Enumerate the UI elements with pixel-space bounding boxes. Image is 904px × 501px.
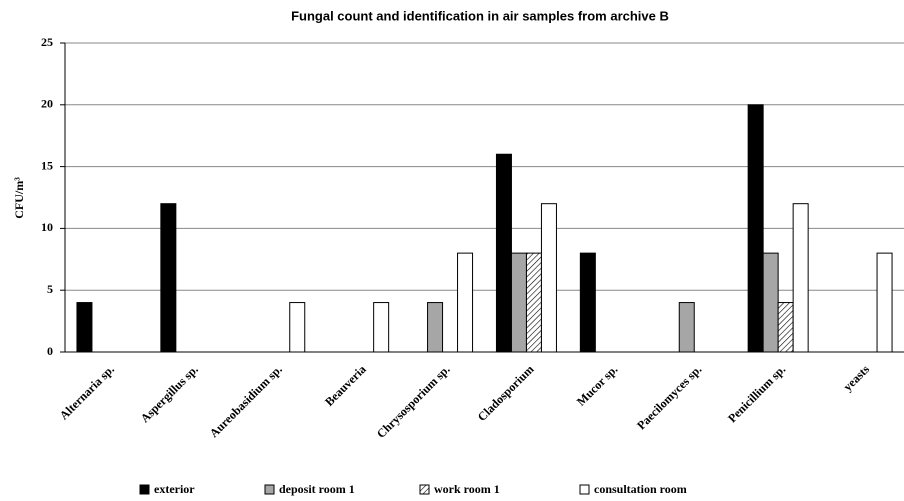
x-tick-label: Paecilomyces sp.	[634, 362, 704, 432]
legend-label: consultation room	[594, 482, 687, 496]
bar	[747, 104, 764, 353]
y-tick-label: 25	[41, 35, 53, 49]
x-tick-label: Aspergillus sp.	[138, 362, 201, 425]
legend-swatch	[419, 484, 430, 495]
bar	[427, 302, 444, 353]
x-tick-label: Beauveria	[322, 362, 369, 409]
y-tick-label: 20	[41, 97, 53, 111]
bar	[792, 203, 809, 353]
legend-label: exterior	[154, 482, 195, 496]
x-tick-label: Cladosporium	[475, 362, 537, 424]
legend-swatch	[579, 484, 590, 495]
chart-title: Fungal count and identification in air s…	[291, 8, 669, 23]
legend-swatch	[139, 484, 150, 495]
bar	[876, 252, 893, 353]
x-tick-label: Chrysosporium sp.	[374, 362, 453, 441]
legend-label: deposit room 1	[279, 482, 355, 496]
bar	[579, 252, 596, 353]
x-tick-label: Mucor sp.	[574, 362, 621, 409]
legend-swatch	[264, 484, 275, 495]
bar	[540, 203, 557, 353]
bar	[495, 153, 512, 353]
y-tick-label: 0	[47, 344, 53, 358]
bar	[289, 302, 306, 353]
bar	[373, 302, 390, 353]
x-tick-label: Aureobasidium sp.	[207, 362, 285, 440]
bar	[777, 302, 794, 353]
x-tick-label: Penicillium sp.	[725, 362, 788, 425]
y-tick-label: 10	[41, 220, 53, 234]
bar	[762, 252, 779, 353]
bar	[510, 252, 527, 353]
bar	[678, 302, 695, 353]
x-tick-label: Alternaria sp.	[57, 362, 117, 422]
bar	[76, 302, 93, 353]
y-tick-label: 5	[47, 282, 53, 296]
legend-label: work room 1	[434, 482, 500, 496]
x-tick-label: yeasts	[841, 362, 873, 394]
bar	[457, 252, 474, 353]
y-axis-label: CFU/m³	[12, 177, 26, 219]
y-tick-label: 15	[41, 158, 53, 172]
bar	[525, 252, 542, 353]
bar	[160, 203, 177, 353]
